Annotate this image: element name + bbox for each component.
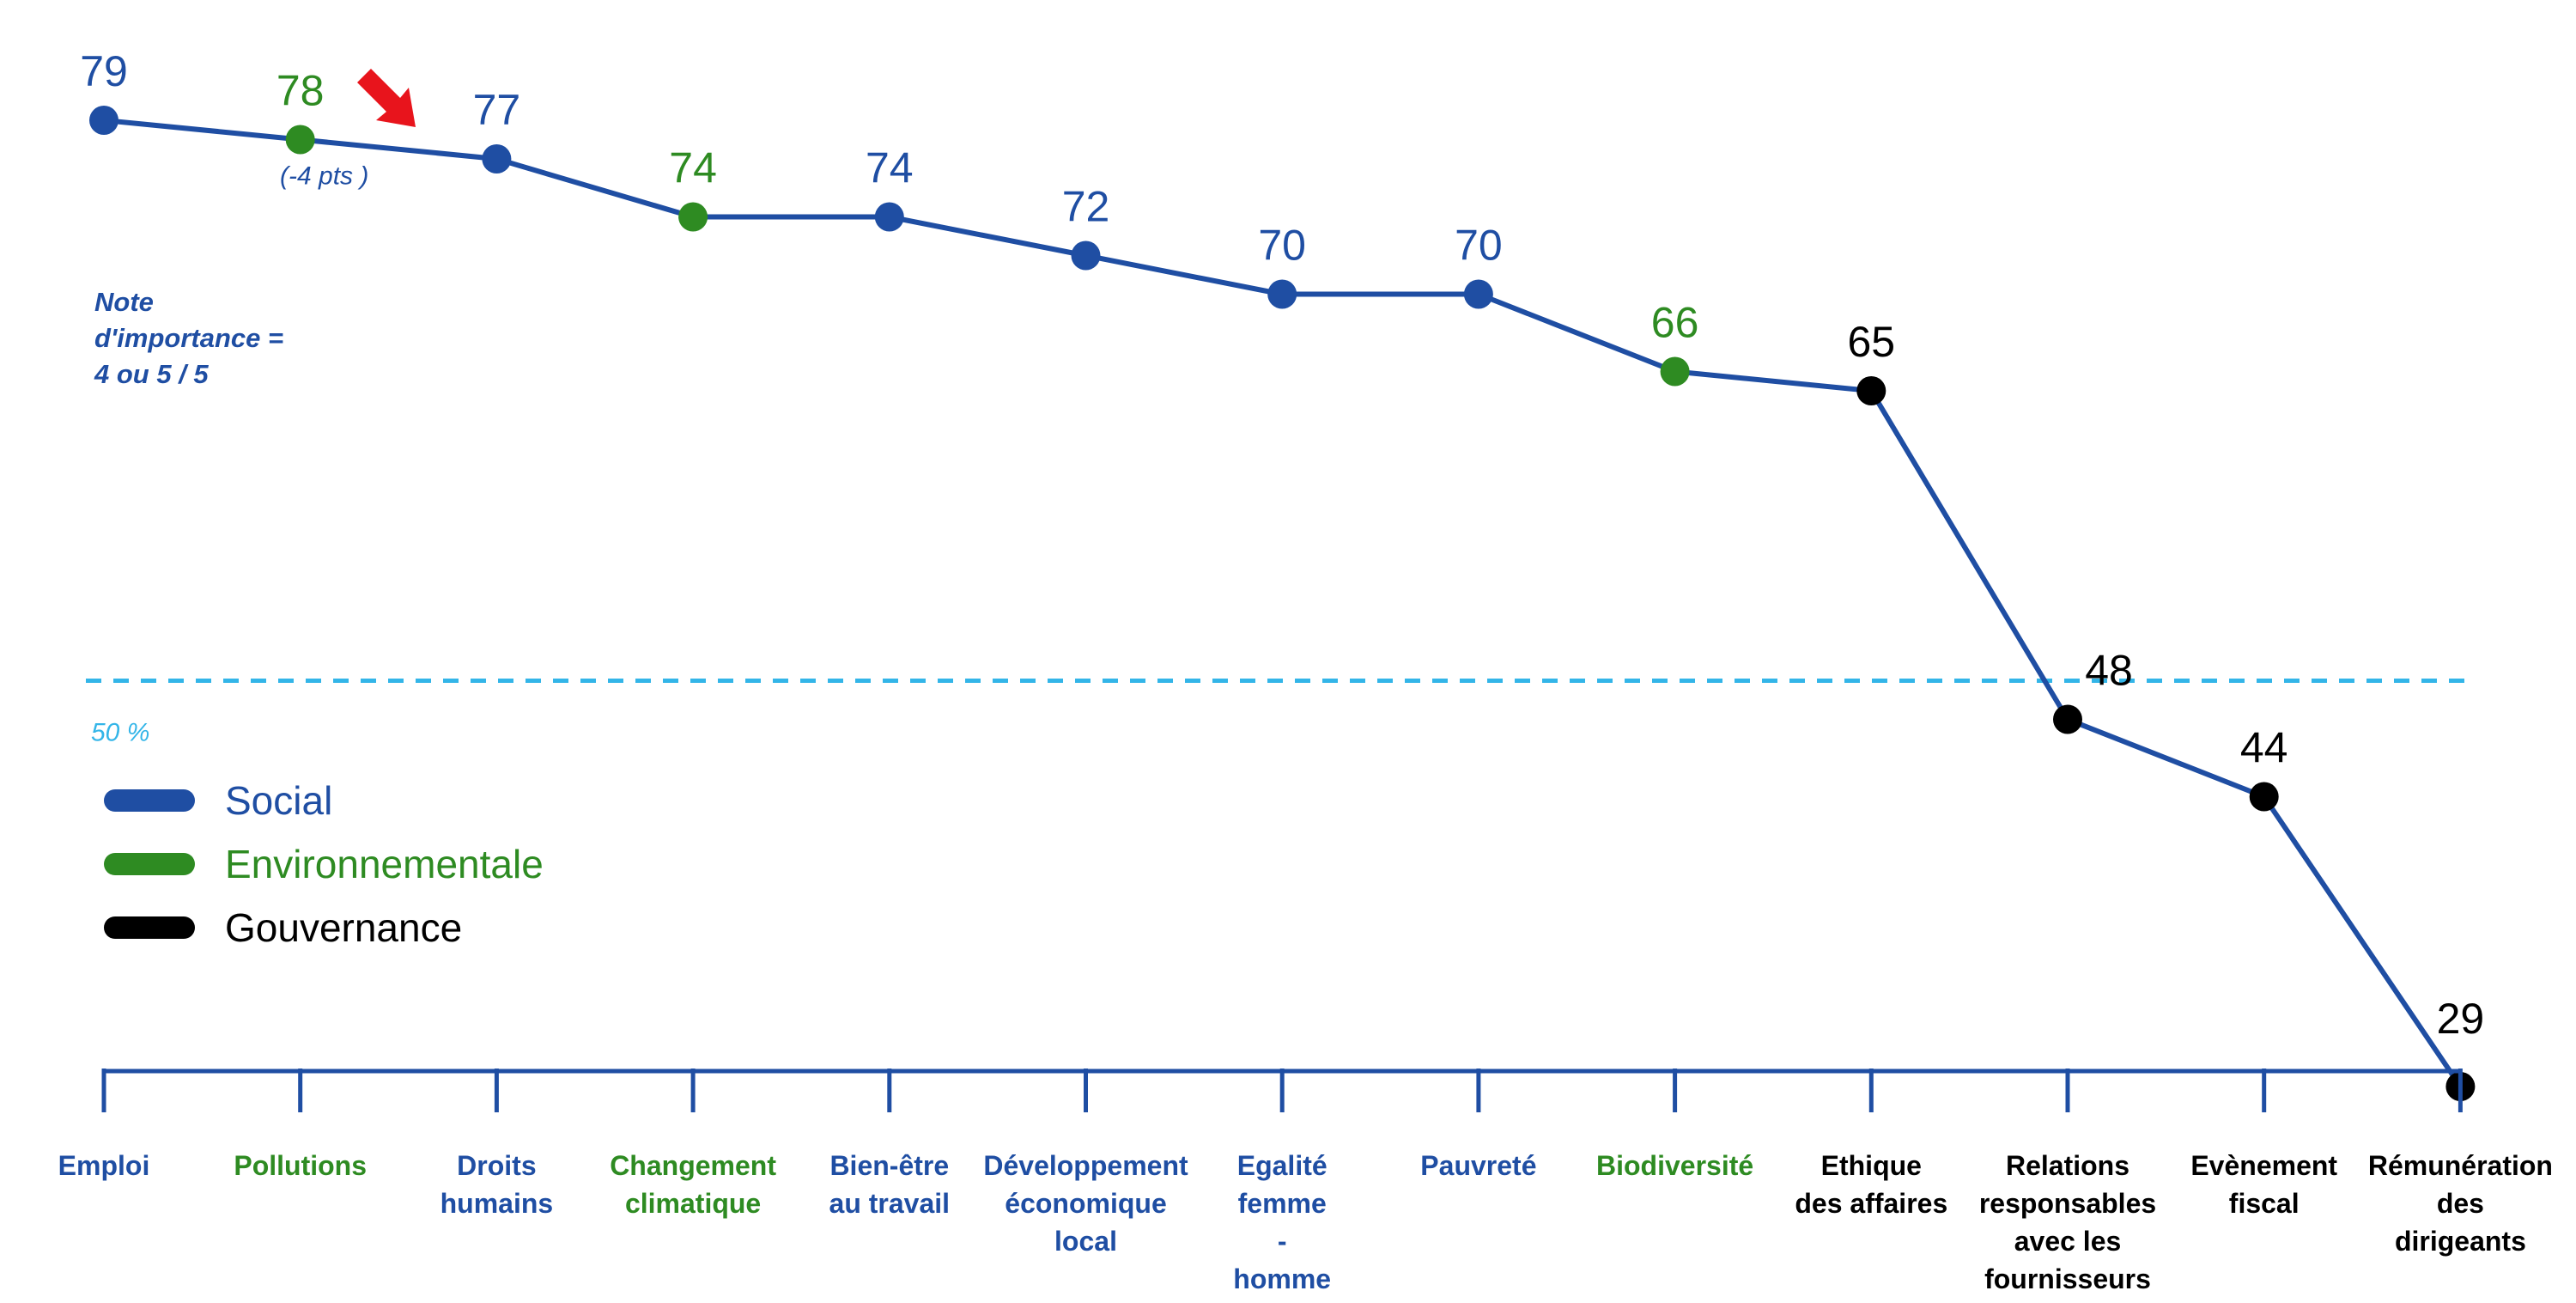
x-tick-label: climatique bbox=[625, 1188, 761, 1219]
importance-note-line: d'importance = bbox=[94, 323, 283, 353]
down-right-arrow-icon bbox=[357, 69, 416, 127]
change-annotation: (-4 pts ) bbox=[280, 162, 368, 191]
x-tick-label: fiscal bbox=[2229, 1188, 2300, 1219]
x-tick-label: au travail bbox=[829, 1188, 951, 1219]
x-tick-label: Développement bbox=[983, 1150, 1188, 1181]
data-point bbox=[1267, 279, 1297, 309]
x-tick-label: Biodiversité bbox=[1596, 1150, 1753, 1181]
data-point bbox=[1463, 279, 1493, 309]
data-point bbox=[482, 144, 512, 174]
x-tick-label: fournisseurs bbox=[1984, 1263, 2151, 1294]
x-tick-label: des affaires bbox=[1795, 1188, 1947, 1219]
x-tick-label: Changement bbox=[610, 1150, 776, 1181]
threshold-label: 50 % bbox=[91, 719, 149, 747]
x-tick-label: Bien-être bbox=[829, 1150, 949, 1181]
data-point bbox=[89, 106, 118, 135]
legend-label-social: Social bbox=[225, 778, 332, 823]
importance-note-line: Note bbox=[94, 287, 154, 317]
value-label: 70 bbox=[1258, 222, 1306, 270]
value-label: 70 bbox=[1455, 222, 1503, 270]
importance-note-line: 4 ou 5 / 5 bbox=[94, 359, 209, 389]
value-label: 79 bbox=[80, 47, 128, 95]
legend-swatch-social bbox=[104, 789, 195, 812]
x-tick-label: responsables bbox=[1979, 1188, 2156, 1219]
x-tick-label: femme bbox=[1238, 1188, 1327, 1219]
data-point bbox=[678, 202, 708, 232]
legend-label-gouvernance: Gouvernance bbox=[225, 905, 462, 950]
data-point bbox=[285, 125, 315, 155]
legend-swatch-environnementale bbox=[104, 853, 195, 875]
value-label: 66 bbox=[1651, 299, 1699, 347]
x-tick-label: Rémunération bbox=[2368, 1150, 2553, 1181]
x-tick-label: Pauvreté bbox=[1420, 1150, 1536, 1181]
x-tick-label: des bbox=[2437, 1188, 2484, 1219]
x-tick-label: Pollutions bbox=[234, 1150, 367, 1181]
data-point bbox=[2053, 704, 2082, 734]
data-point bbox=[1071, 241, 1101, 271]
x-tick-label: Ethique bbox=[1821, 1150, 1922, 1181]
value-label: 72 bbox=[1062, 183, 1110, 231]
legend-label-environnementale: Environnementale bbox=[225, 842, 544, 886]
x-tick-label: Droits bbox=[457, 1150, 536, 1181]
value-label: 44 bbox=[2240, 724, 2288, 772]
data-point bbox=[874, 202, 904, 232]
x-tick-label: humains bbox=[440, 1188, 554, 1219]
legend-swatch-gouvernance bbox=[104, 916, 195, 939]
value-label: 29 bbox=[2437, 995, 2485, 1043]
value-label: 78 bbox=[276, 67, 325, 115]
data-point bbox=[1660, 356, 1690, 387]
value-label: 74 bbox=[669, 144, 717, 192]
data-point bbox=[1856, 376, 1886, 405]
x-tick-label: Egalité bbox=[1237, 1150, 1327, 1181]
x-tick-label: Evènement bbox=[2190, 1150, 2337, 1181]
value-label: 74 bbox=[866, 144, 914, 192]
x-tick-label: Relations bbox=[2006, 1150, 2129, 1181]
x-tick-label: avec les bbox=[2014, 1226, 2122, 1257]
data-point bbox=[2249, 782, 2279, 812]
x-tick-label: économique bbox=[1005, 1188, 1166, 1219]
value-label: 48 bbox=[2085, 647, 2133, 695]
x-tick-label: dirigeants bbox=[2395, 1226, 2526, 1257]
value-label: 65 bbox=[1847, 318, 1895, 366]
value-label: 77 bbox=[473, 86, 521, 134]
x-tick-label: Emploi bbox=[58, 1150, 150, 1181]
x-tick-label: - bbox=[1278, 1226, 1287, 1257]
x-tick-label: homme bbox=[1233, 1263, 1331, 1294]
x-tick-label: local bbox=[1054, 1226, 1117, 1257]
